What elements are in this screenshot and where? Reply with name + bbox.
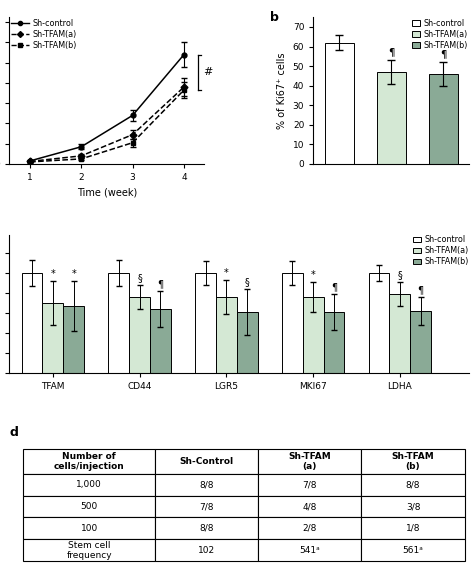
Bar (362, 539, 465, 561)
Bar (258, 539, 362, 561)
Text: b: b (270, 11, 278, 24)
Bar (362, 495, 465, 518)
Bar (155, 495, 258, 518)
Bar (23, 539, 155, 561)
Text: §: § (137, 273, 142, 283)
Bar (22, 273, 43, 374)
Text: 4/8: 4/8 (303, 502, 317, 511)
Text: 8/8: 8/8 (406, 480, 420, 489)
Text: *: * (311, 270, 316, 280)
Bar (63, 306, 84, 374)
Bar (23, 449, 155, 474)
Y-axis label: % of Ki67⁺ cells: % of Ki67⁺ cells (277, 52, 287, 129)
Text: Sh-Control: Sh-Control (180, 456, 234, 466)
Text: Sh-TFAM
(a): Sh-TFAM (a) (289, 451, 331, 471)
Text: d: d (9, 426, 18, 439)
Text: 3/8: 3/8 (406, 502, 420, 511)
Bar (362, 449, 465, 474)
Bar (43, 303, 63, 374)
Bar (155, 449, 258, 474)
Bar (377, 72, 406, 164)
Bar (216, 297, 237, 374)
Bar (195, 273, 216, 374)
Text: ¶: ¶ (388, 47, 394, 57)
Text: 1,000: 1,000 (76, 480, 102, 489)
Text: ¶: ¶ (440, 49, 447, 59)
Bar (155, 539, 258, 561)
Bar (362, 518, 465, 539)
Bar (258, 518, 362, 539)
Text: 102: 102 (198, 546, 215, 555)
Legend: Sh-control, Sh-TFAM(a), Sh-TFAM(b): Sh-control, Sh-TFAM(a), Sh-TFAM(b) (413, 236, 468, 267)
Legend: Sh-control, Sh-TFAM(a), Sh-TFAM(b): Sh-control, Sh-TFAM(a), Sh-TFAM(b) (412, 19, 468, 50)
Text: ¶: ¶ (157, 279, 164, 289)
Text: 500: 500 (81, 502, 98, 511)
Bar (303, 297, 324, 374)
Bar (362, 474, 465, 495)
Text: Stem cell
frequency: Stem cell frequency (66, 541, 112, 560)
Bar (155, 474, 258, 495)
Bar (129, 297, 150, 374)
Bar (410, 311, 431, 374)
Text: §: § (397, 270, 402, 280)
Text: *: * (224, 268, 229, 278)
Bar (237, 312, 257, 374)
Bar (325, 42, 354, 164)
Bar (258, 449, 362, 474)
Text: Sh-TFAM
(b): Sh-TFAM (b) (392, 451, 435, 471)
Text: Number of
cells/injection: Number of cells/injection (54, 451, 125, 471)
Bar (23, 495, 155, 518)
Text: ¶: ¶ (331, 282, 337, 292)
Text: *: * (71, 269, 76, 279)
X-axis label: Time (week): Time (week) (77, 188, 137, 197)
Bar (109, 273, 129, 374)
Text: 2/8: 2/8 (303, 524, 317, 533)
Text: #: # (203, 67, 213, 77)
Text: ¶: ¶ (418, 285, 424, 295)
Bar (155, 518, 258, 539)
Bar (23, 518, 155, 539)
Text: 8/8: 8/8 (200, 524, 214, 533)
Text: 1/8: 1/8 (406, 524, 420, 533)
Legend: Sh-control, Sh-TFAM(a), Sh-TFAM(b): Sh-control, Sh-TFAM(a), Sh-TFAM(b) (11, 19, 76, 50)
Bar (324, 312, 344, 374)
Text: 7/8: 7/8 (302, 480, 317, 489)
Bar (23, 474, 155, 495)
Bar (150, 309, 171, 374)
Text: 7/8: 7/8 (200, 502, 214, 511)
Text: 8/8: 8/8 (200, 480, 214, 489)
Bar (258, 474, 362, 495)
Text: 100: 100 (81, 524, 98, 533)
Text: 561ᵃ: 561ᵃ (402, 546, 423, 555)
Bar (282, 273, 303, 374)
Bar (258, 495, 362, 518)
Bar (390, 294, 410, 374)
Bar (369, 273, 390, 374)
Text: *: * (50, 269, 55, 279)
Text: §: § (245, 277, 250, 287)
Bar (429, 74, 457, 164)
Text: 541ᵃ: 541ᵃ (300, 546, 320, 555)
